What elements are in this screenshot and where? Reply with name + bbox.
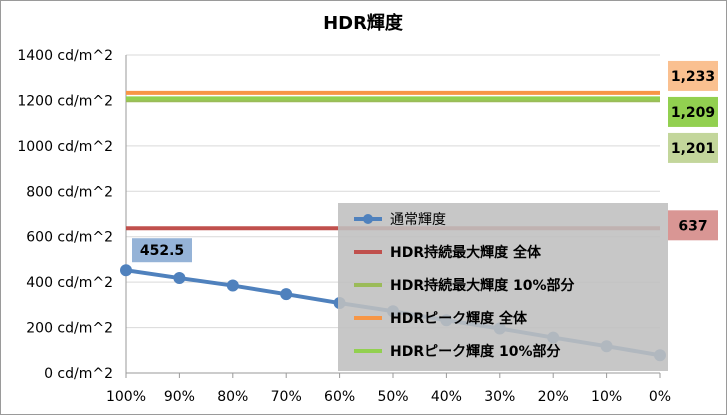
chart-title: HDR輝度 (323, 12, 404, 34)
legend-label: HDRピーク輝度 10%部分 (390, 343, 561, 360)
x-tick-label: 80% (217, 389, 248, 405)
x-tick-label: 70% (271, 389, 302, 405)
data-label: 452.5 (140, 243, 184, 259)
y-tick-label: 800 cd/m^2 (26, 184, 113, 200)
x-tick-label: 40% (431, 389, 462, 405)
y-tick-label: 200 cd/m^2 (26, 321, 113, 337)
legend-label: HDRピーク輝度 全体 (390, 310, 528, 327)
data-label: 637 (678, 218, 707, 234)
x-tick-label: 0% (649, 389, 671, 405)
y-tick-label: 1400 cd/m^2 (17, 48, 113, 64)
data-point (120, 264, 132, 277)
x-tick-label: 100% (106, 389, 146, 405)
y-tick-label: 600 cd/m^2 (26, 230, 113, 246)
data-label-box (668, 96, 718, 127)
data-label-box (668, 132, 718, 163)
y-tick-label: 0 cd/m^2 (44, 366, 113, 382)
legend-label: HDR持続最大輝度 10%部分 (390, 277, 575, 294)
data-label: 1,209 (671, 105, 715, 121)
x-tick-label: 50% (377, 389, 408, 405)
legend-box (338, 203, 668, 371)
x-tick-label: 90% (164, 389, 195, 405)
data-label: 1,233 (671, 69, 715, 85)
data-label-box (668, 60, 718, 91)
data-point (280, 288, 293, 301)
x-tick-label: 10% (591, 389, 622, 405)
data-label-layer: 452.5 1,233 1,209 1,201 637 (132, 60, 718, 263)
axis-layer: 0 cd/m^2 200 cd/m^2 400 cd/m^2 600 cd/m^2 80… (17, 48, 671, 405)
data-label: 1,201 (671, 141, 715, 157)
x-tick-label: 60% (324, 389, 355, 405)
x-tick-label: 20% (538, 389, 569, 405)
legend-label: HDR持続最大輝度 全体 (390, 244, 542, 261)
data-label-box (132, 238, 192, 263)
data-label-box (668, 210, 718, 241)
x-tick-label: 30% (484, 389, 515, 405)
y-tick-label: 1000 cd/m^2 (17, 139, 113, 155)
legend-label: 通常輝度 (390, 212, 446, 228)
data-point (226, 279, 239, 292)
y-tick-label: 400 cd/m^2 (26, 275, 113, 291)
legend: 通常輝度 HDR持続最大輝度 全体 HDR持続最大輝度 10%部分 HDRピーク輝度 … (338, 203, 668, 371)
data-point (173, 272, 186, 285)
legend-marker (363, 214, 373, 224)
y-tick-label: 1200 cd/m^2 (17, 93, 113, 109)
